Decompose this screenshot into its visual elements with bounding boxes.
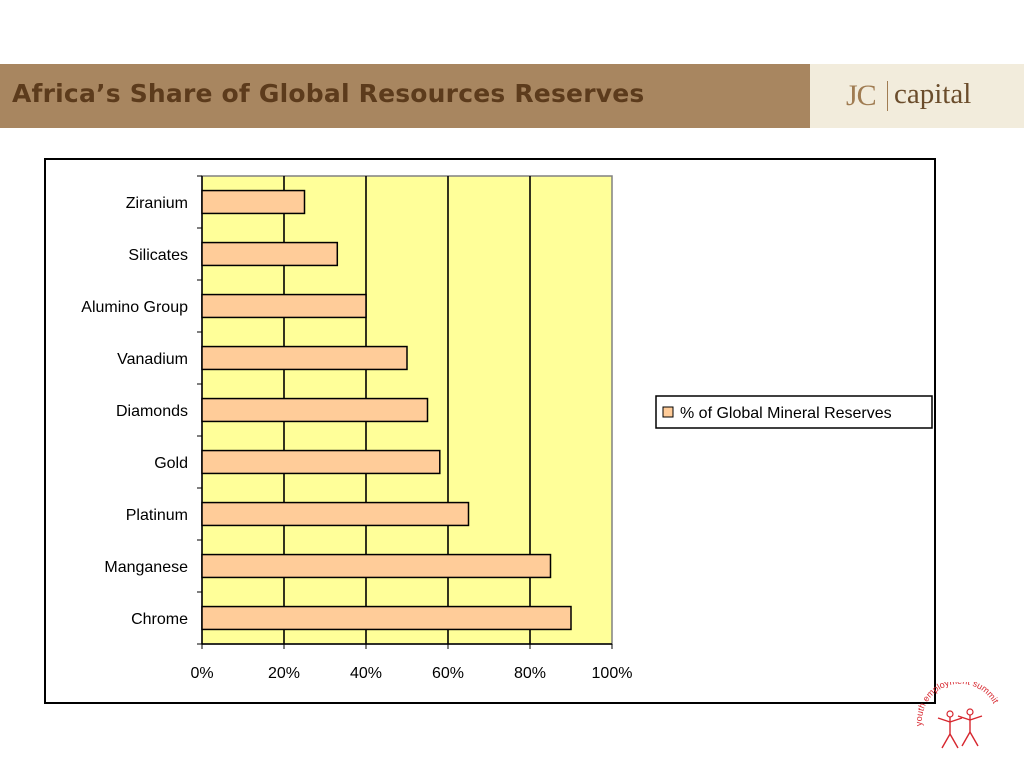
figure-leg — [941, 733, 951, 749]
legend-swatch — [662, 406, 674, 418]
figure-head — [946, 710, 954, 718]
x-tick-label: 0% — [190, 665, 213, 682]
x-tick-label: 80% — [514, 665, 546, 682]
x-tick-label: 100% — [592, 665, 633, 682]
logo-separator — [887, 81, 888, 111]
bar-chart: Chrome Manganese Platinum Gold Diamonds Vanad… — [81, 175, 933, 682]
y-tick-label: Platinum — [126, 507, 188, 524]
figure-arm — [957, 715, 971, 721]
y-tick-label: Diamonds — [116, 403, 188, 420]
bar-gold — [201, 449, 441, 475]
bar-silicates — [201, 241, 339, 267]
y-tick-label: Alumino Group — [81, 299, 188, 316]
figure-leg — [961, 731, 971, 747]
logo-capital-text: capital — [894, 78, 972, 110]
bar-diamonds — [201, 397, 429, 423]
legend-box — [655, 395, 933, 429]
figure-arm — [937, 717, 951, 723]
bar-platinum — [201, 501, 470, 527]
y-tick-label: Manganese — [104, 559, 188, 576]
x-tick-label: 60% — [432, 665, 464, 682]
x-tick-label: 40% — [350, 665, 382, 682]
y-tick-label: Gold — [154, 455, 188, 472]
figure-arm — [969, 715, 983, 721]
figure-leg — [949, 733, 959, 749]
people-figures-icon — [937, 708, 983, 749]
y-tick-label: Vanadium — [117, 351, 188, 368]
bar-alumino-group — [201, 293, 367, 319]
youth-employment-summit-logo: youth employment summit — [914, 682, 1001, 749]
figure-leg — [969, 731, 979, 747]
figure-arm — [949, 717, 963, 723]
jc-capital-logo — [810, 64, 1024, 128]
legend-label: % of Global Mineral Reserves — [680, 405, 892, 422]
y-tick-label: Silicates — [128, 247, 188, 264]
bar-manganese — [201, 553, 552, 579]
bar-ziranium — [201, 189, 306, 215]
bar-vanadium — [201, 345, 408, 371]
y-tick-label: Chrome — [131, 611, 188, 628]
chart-frame: Chrome Manganese Platinum Gold Diamonds Vanad… — [44, 158, 936, 704]
figure-head — [966, 708, 974, 716]
header-bar — [0, 64, 810, 128]
slide-title: Africa’s Share of Global Resources Reser… — [12, 79, 645, 108]
bar-chrome — [201, 605, 572, 631]
y-tick-label: Ziranium — [126, 195, 188, 212]
x-tick-label: 20% — [268, 665, 300, 682]
logo-jc-text: JC — [846, 79, 877, 112]
